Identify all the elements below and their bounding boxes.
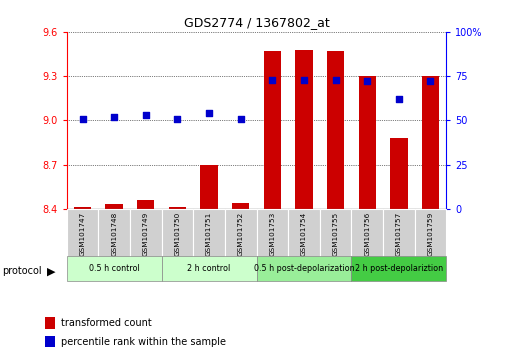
Text: percentile rank within the sample: percentile rank within the sample xyxy=(61,337,226,347)
FancyBboxPatch shape xyxy=(415,209,446,257)
Point xyxy=(110,114,118,120)
FancyBboxPatch shape xyxy=(162,256,256,281)
Bar xyxy=(106,205,123,209)
FancyBboxPatch shape xyxy=(256,209,288,257)
Text: 0.5 h post-depolarization: 0.5 h post-depolarization xyxy=(253,264,354,273)
Text: GSM101753: GSM101753 xyxy=(269,212,275,256)
Point xyxy=(205,110,213,116)
Bar xyxy=(169,207,186,209)
Text: ▶: ▶ xyxy=(47,266,56,276)
Bar xyxy=(232,203,249,209)
Point xyxy=(142,112,150,118)
Bar xyxy=(295,50,312,209)
Point xyxy=(331,77,340,82)
Text: GSM101757: GSM101757 xyxy=(396,212,402,256)
Text: GSM101755: GSM101755 xyxy=(332,212,339,256)
FancyBboxPatch shape xyxy=(67,256,162,281)
Point xyxy=(363,79,371,84)
Point xyxy=(78,116,87,121)
Text: 0.5 h control: 0.5 h control xyxy=(89,264,140,273)
Bar xyxy=(137,200,154,209)
Point xyxy=(426,79,435,84)
FancyBboxPatch shape xyxy=(67,209,98,257)
Bar xyxy=(264,51,281,209)
Point xyxy=(268,77,277,82)
FancyBboxPatch shape xyxy=(320,209,351,257)
Text: GSM101756: GSM101756 xyxy=(364,212,370,256)
Point xyxy=(236,116,245,121)
Point xyxy=(300,77,308,82)
Text: GSM101751: GSM101751 xyxy=(206,212,212,256)
Text: 2 h post-depolariztion: 2 h post-depolariztion xyxy=(355,264,443,273)
Text: GSM101749: GSM101749 xyxy=(143,212,149,256)
Text: GSM101759: GSM101759 xyxy=(427,212,433,256)
FancyBboxPatch shape xyxy=(193,209,225,257)
Text: GSM101754: GSM101754 xyxy=(301,212,307,256)
Point xyxy=(394,96,403,102)
Text: transformed count: transformed count xyxy=(61,318,152,328)
Bar xyxy=(422,76,439,209)
Bar xyxy=(359,76,376,209)
Text: protocol: protocol xyxy=(3,266,42,276)
Bar xyxy=(74,207,91,209)
FancyBboxPatch shape xyxy=(98,209,130,257)
FancyBboxPatch shape xyxy=(130,209,162,257)
Text: 2 h control: 2 h control xyxy=(187,264,231,273)
Text: GSM101747: GSM101747 xyxy=(80,212,86,256)
FancyBboxPatch shape xyxy=(162,209,193,257)
Text: GSM101752: GSM101752 xyxy=(238,212,244,256)
FancyBboxPatch shape xyxy=(351,256,446,281)
FancyBboxPatch shape xyxy=(256,256,351,281)
Point xyxy=(173,116,182,121)
FancyBboxPatch shape xyxy=(383,209,415,257)
Bar xyxy=(45,336,55,348)
Title: GDS2774 / 1367802_at: GDS2774 / 1367802_at xyxy=(184,16,329,29)
Text: GSM101750: GSM101750 xyxy=(174,212,181,256)
Bar xyxy=(327,51,344,209)
Bar xyxy=(45,317,55,329)
FancyBboxPatch shape xyxy=(351,209,383,257)
FancyBboxPatch shape xyxy=(288,209,320,257)
Text: GSM101748: GSM101748 xyxy=(111,212,117,256)
Bar xyxy=(201,165,218,209)
Bar xyxy=(390,138,407,209)
FancyBboxPatch shape xyxy=(225,209,256,257)
